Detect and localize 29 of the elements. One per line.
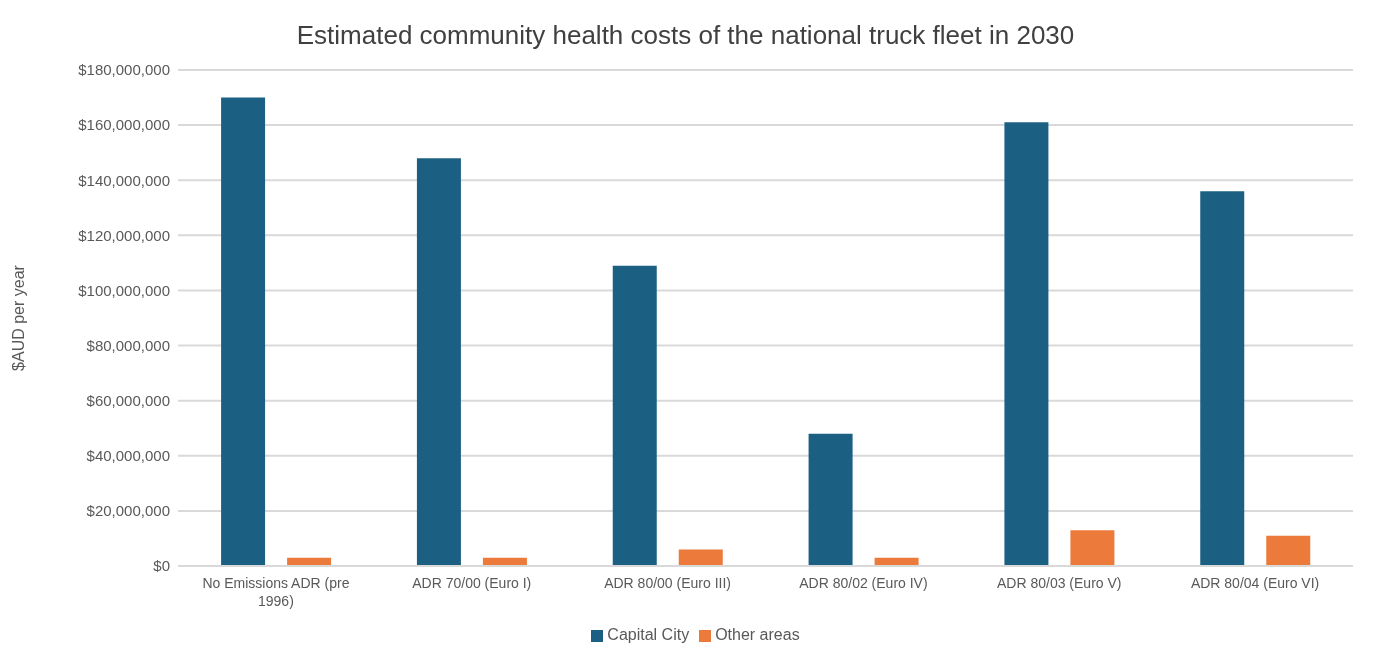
y-tick-label: $80,000,000 <box>86 336 170 354</box>
y-tick-label: $120,000,000 <box>78 226 170 244</box>
bar <box>612 265 657 566</box>
x-tick-label: No Emissions ADR (pre 1996) <box>202 575 350 609</box>
x-tick-label: ADR 80/04 (Euro VI) <box>1190 575 1320 591</box>
legend-label: Other areas <box>715 626 800 643</box>
chart-title: Estimated community health costs of the national truck fleet in 2030 <box>295 19 1076 52</box>
bar <box>221 97 266 566</box>
bar <box>1200 191 1245 566</box>
bar <box>808 433 853 566</box>
y-tick-label: $20,000,000 <box>86 502 170 520</box>
bar <box>1004 122 1049 566</box>
legend-label: Capital City <box>607 626 690 643</box>
bar <box>416 158 461 566</box>
y-tick-label: $160,000,000 <box>78 116 170 134</box>
y-tick-label: $100,000,000 <box>78 281 170 299</box>
bar <box>1266 535 1311 566</box>
y-axis-title: $AUD per year <box>9 264 27 371</box>
y-tick-label: $0 <box>153 557 170 575</box>
x-tick-label: ADR 80/02 (Euro IV) <box>799 575 928 591</box>
y-tick-label: $60,000,000 <box>86 391 170 409</box>
x-tick-label: ADR 80/03 (Euro V) <box>997 575 1122 591</box>
y-tick-label: $140,000,000 <box>78 171 170 189</box>
y-tick-label: $40,000,000 <box>86 447 170 465</box>
bar <box>1070 530 1115 566</box>
bar <box>678 549 723 566</box>
x-tick-label: ADR 80/00 (Euro III) <box>604 575 731 591</box>
y-tick-label: $180,000,000 <box>78 61 170 79</box>
x-tick-label: ADR 70/00 (Euro I) <box>412 575 532 591</box>
